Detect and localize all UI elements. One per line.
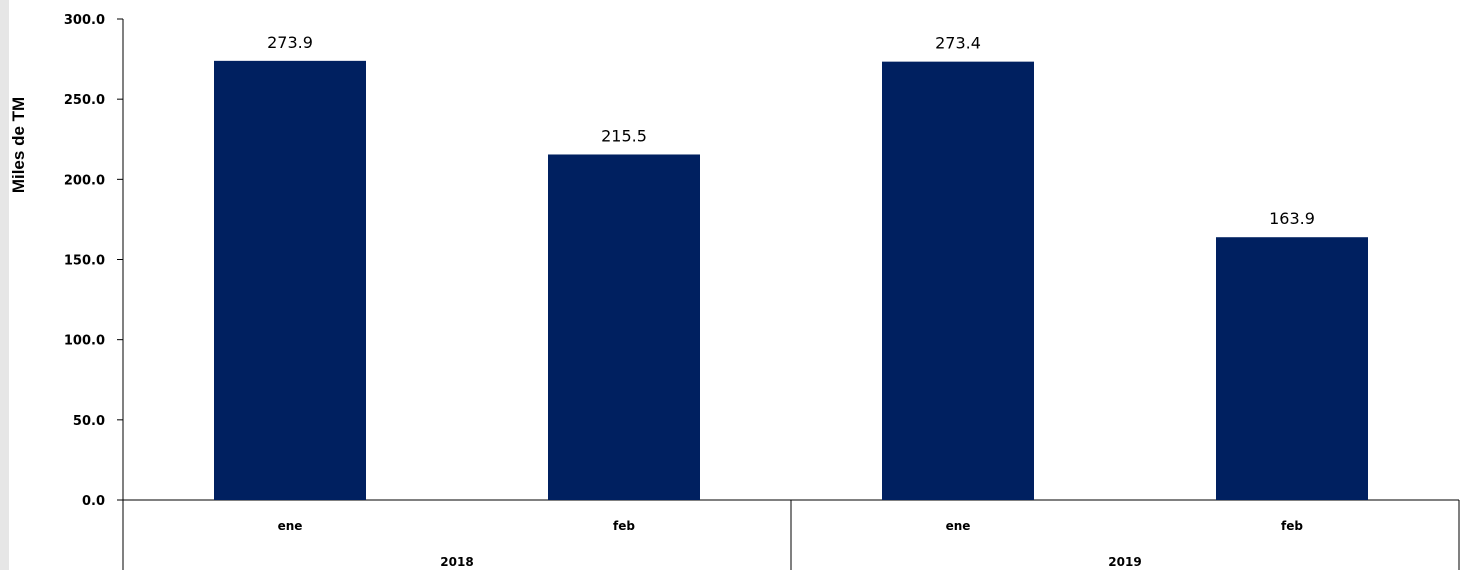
category-label: ene	[278, 519, 303, 533]
category-label: feb	[613, 519, 635, 533]
data-label: 273.9	[267, 33, 313, 52]
bar	[1216, 237, 1368, 500]
y-axis-title: Miles de TM	[9, 97, 28, 193]
left-margin-strip	[0, 0, 9, 570]
category-label: ene	[946, 519, 971, 533]
y-tick-label: 250.0	[64, 93, 105, 108]
data-label: 163.9	[1269, 209, 1315, 228]
bar	[548, 154, 700, 500]
bar	[214, 60, 366, 501]
y-tick-label: 300.0	[64, 13, 105, 28]
group-label: 2018	[440, 555, 473, 569]
y-tick-label: 50.0	[73, 414, 105, 429]
bars: 273.9 215.5 273.4 163.9	[214, 33, 1368, 501]
y-tick-label: 200.0	[64, 173, 105, 188]
bar	[882, 61, 1034, 500]
category-label: feb	[1281, 519, 1303, 533]
group-label: 2019	[1108, 555, 1141, 569]
data-label: 215.5	[601, 126, 647, 145]
data-label: 273.4	[935, 34, 981, 53]
y-tick-label: 0.0	[82, 494, 105, 509]
y-tick-label: 150.0	[64, 254, 105, 269]
y-tick-label: 100.0	[64, 334, 105, 349]
